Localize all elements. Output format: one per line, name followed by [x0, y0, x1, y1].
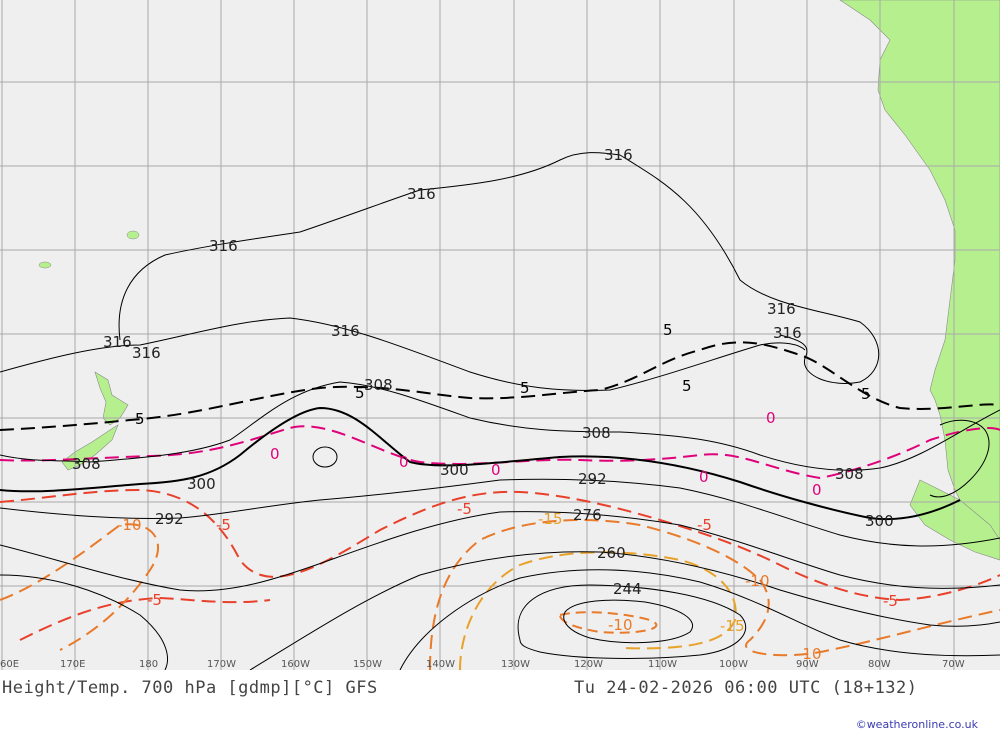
temp-label: -10	[797, 645, 822, 663]
lon-label: 160W	[281, 659, 310, 670]
temp-label: -15	[720, 617, 745, 635]
credit-link[interactable]: ©weatheronline.co.uk	[855, 718, 978, 731]
temp-label: -5	[147, 591, 162, 609]
height-label: 308	[835, 465, 864, 483]
temp-label: 5	[520, 379, 530, 397]
height-label: 276	[573, 506, 602, 524]
height-label: 300	[865, 512, 894, 530]
lon-label: 110W	[648, 659, 677, 670]
ocean-background	[0, 0, 1000, 670]
temp-label: 0	[812, 481, 822, 499]
temp-label: 0	[699, 468, 709, 486]
height-contour-250	[399, 569, 1000, 670]
height-contours	[0, 152, 1000, 670]
temp-contour-5	[0, 341, 1000, 431]
temp-label: -10	[117, 516, 142, 534]
temp-label: 0	[766, 409, 776, 427]
height-contour-244	[517, 584, 747, 659]
lon-label: 80W	[868, 659, 891, 670]
lon-label: 170E	[60, 659, 85, 670]
height-label: 300	[440, 461, 469, 479]
height-label: 316	[773, 324, 802, 342]
height-contour-316-north	[118, 152, 880, 384]
height-contour-276	[0, 511, 1000, 592]
lon-label: 130W	[501, 659, 530, 670]
height-contour-292	[0, 478, 1000, 547]
height-label: 260	[597, 544, 626, 562]
temp-contour-0	[0, 425, 1000, 480]
height-label: 316	[132, 344, 161, 362]
height-label: 316	[209, 237, 238, 255]
height-contour-236	[563, 599, 693, 644]
temp-contour-minus10-a	[0, 523, 160, 651]
lon-label: 100W	[719, 659, 748, 670]
lon-label: 60E	[0, 659, 19, 670]
fiji-island	[126, 230, 140, 240]
height-label: 308	[364, 376, 393, 394]
height-label: 244	[613, 580, 642, 598]
height-label: 316	[407, 185, 436, 203]
temp-label: 0	[270, 445, 280, 463]
temp-label: 0	[399, 453, 409, 471]
height-contour-closed-small	[312, 446, 338, 468]
height-label: 316	[103, 333, 132, 351]
temp-contour-minus10-low	[559, 611, 658, 634]
temp-contour-minus5-b	[19, 596, 271, 641]
height-label: 308	[72, 455, 101, 473]
longitude-labels: 60E 170E 180 170W 160W 150W 140W 130W 12…	[0, 659, 965, 670]
height-label: 316	[767, 300, 796, 318]
temp-label: -5	[216, 516, 231, 534]
temp-label: 5	[861, 385, 871, 403]
height-contour-patagonia	[929, 419, 990, 498]
height-contour-316-mid	[0, 317, 806, 391]
temp-label: 5	[135, 410, 145, 428]
lon-label: 140W	[426, 659, 455, 670]
height-contour-300	[0, 406, 961, 521]
temp-contours	[0, 341, 1000, 670]
temp-label: 5	[663, 321, 673, 339]
lat-lon-grid	[0, 0, 1000, 670]
temp-label: 5	[682, 377, 692, 395]
height-label: 308	[582, 424, 611, 442]
weather-map: 60E 170E 180 170W 160W 150W 140W 130W 12…	[0, 0, 1000, 670]
valid-time: Tu 24-02-2026 06:00 UTC (18+132)	[574, 678, 918, 698]
lon-label: 170W	[207, 659, 236, 670]
lon-label: 70W	[942, 659, 965, 670]
lon-label: 180	[139, 659, 158, 670]
temp-label: -15	[538, 510, 563, 528]
height-contour-260	[0, 551, 1000, 670]
temp-label: -10	[745, 572, 770, 590]
map-title: Height/Temp. 700 hPa [gdmp][°C] GFS	[2, 678, 378, 698]
height-contour-308	[0, 381, 1000, 471]
vanuatu-island	[38, 261, 52, 269]
temp-label: -5	[457, 500, 472, 518]
height-label: 292	[578, 470, 607, 488]
temp-label: -5	[697, 516, 712, 534]
temp-label: -10	[608, 616, 633, 634]
temp-contour-minus10-b	[429, 519, 1000, 670]
temp-label: -5	[883, 592, 898, 610]
lon-label: 150W	[353, 659, 382, 670]
height-label: 300	[187, 475, 216, 493]
temp-label: 0	[491, 461, 501, 479]
height-label: 292	[155, 510, 184, 528]
lon-label: 90W	[796, 659, 819, 670]
temp-labels: 5 5 5 5 5 5 0 0 0 0 0 0 -5 -5 -5 -5 -5 -…	[117, 321, 898, 663]
height-labels: 316 316 316 316 316 316 316 316 308 308 …	[72, 146, 894, 598]
height-label: 316	[331, 322, 360, 340]
height-label: 316	[604, 146, 633, 164]
lon-label: 120W	[574, 659, 603, 670]
map-footer	[0, 670, 1000, 733]
temp-label: 5	[355, 384, 365, 402]
